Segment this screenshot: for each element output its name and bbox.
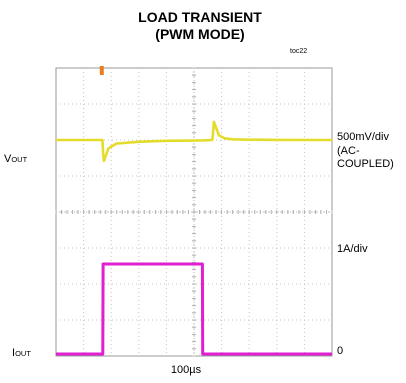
trace-vout [56,120,333,163]
vout-label: VOUT [4,153,27,166]
figure-id: toc22 [290,48,308,55]
iout-zero-label: 0 [337,345,344,357]
trace-iout [56,262,332,356]
vout-label-sub: OUT [11,155,28,164]
chart-subtitle: (PWM MODE) [155,26,245,42]
vout-coupling-label: (AC-COUPLED) [337,145,394,170]
trigger-marker [99,66,104,75]
vout-scale-label: 500mV/div [337,131,389,143]
chart-title: LOAD TRANSIENT [138,9,262,25]
iout-label-main: I [12,347,16,359]
iout-label: IOUT [12,347,31,360]
iout-label-sub: OUT [15,349,31,358]
x-axis-label: 100µs [170,364,202,376]
vout-label-main: V [4,153,12,165]
iout-scale-label: 1A/div [337,243,368,255]
